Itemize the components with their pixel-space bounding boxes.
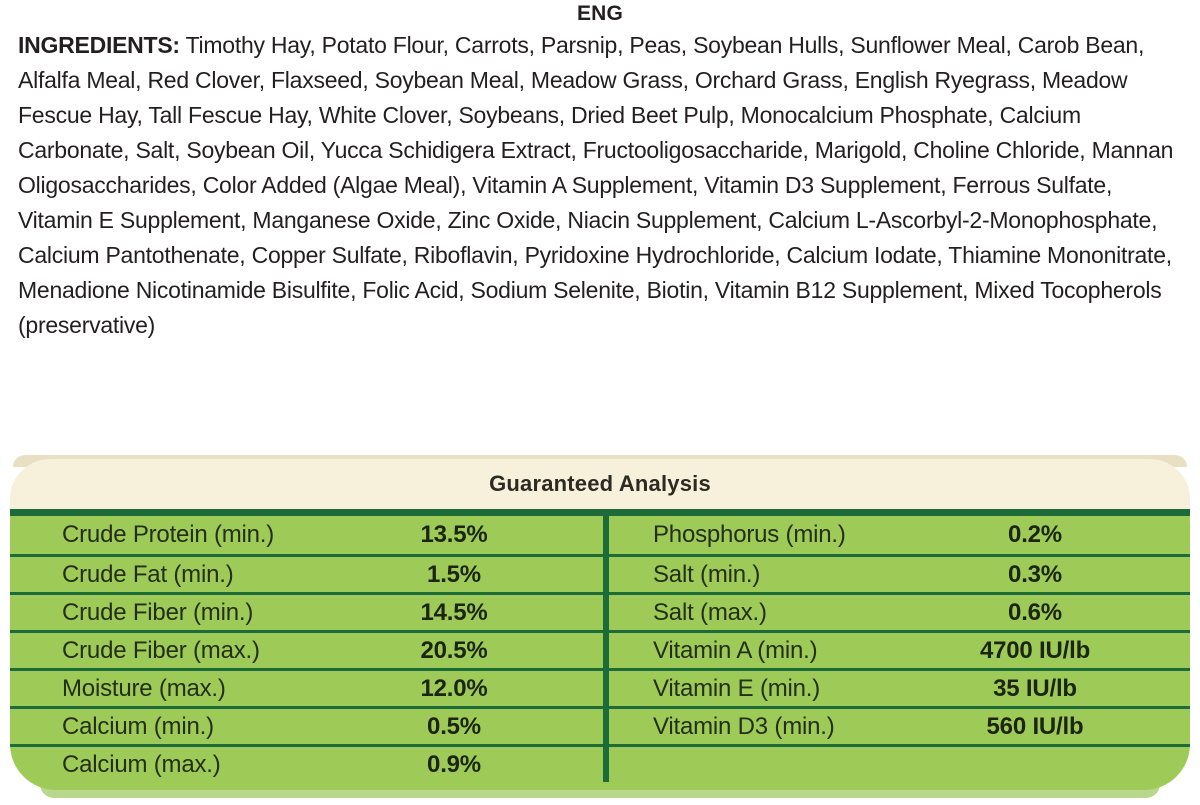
analyte-value: 4700 IU/lb: [979, 636, 1091, 664]
ga-left-column: Crude Protein (min.) 13.5% Crude Fat (min.…: [10, 516, 609, 782]
table-row: Moisture (max.) 12.0%: [10, 668, 603, 706]
analyte-value: 14.5%: [420, 598, 488, 626]
analyte-label: Salt (min.): [653, 560, 761, 588]
table-row: Vitamin A (min.) 4700 IU/lb: [609, 630, 1190, 668]
table-row: Vitamin D3 (min.) 560 IU/lb: [609, 706, 1190, 744]
guaranteed-analysis-card: Guaranteed Analysis Crude Protein (min.)…: [10, 455, 1190, 798]
table-row: Salt (min.) 0.3%: [609, 554, 1190, 592]
table-row: Calcium (max.) 0.9%: [10, 744, 603, 782]
ingredients-label: INGREDIENTS:: [18, 32, 180, 58]
analyte-label: Calcium (min.): [62, 712, 214, 740]
analyte-value: 20.5%: [420, 636, 488, 664]
table-row: Crude Fiber (max.) 20.5%: [10, 630, 603, 668]
table-row: Calcium (min.) 0.5%: [10, 706, 603, 744]
analyte-value: 560 IU/lb: [986, 712, 1084, 740]
card-title: Guaranteed Analysis: [489, 471, 711, 496]
table-row: Crude Protein (min.) 13.5%: [10, 516, 603, 554]
header-divider-bar: [10, 509, 1190, 516]
table-row: Salt (max.) 0.6%: [609, 592, 1190, 630]
analyte-label: Vitamin D3 (min.): [653, 712, 835, 740]
analyte-label: Crude Fiber (min.): [62, 598, 254, 626]
analyte-label: Crude Fiber (max.): [62, 636, 260, 664]
analyte-label: Salt (max.): [653, 598, 767, 626]
analyte-label: Crude Fat (min.): [62, 560, 234, 588]
analyte-label: Vitamin E (min.): [653, 674, 821, 702]
analyte-value: 0.2%: [1008, 521, 1062, 548]
analyte-value: 0.5%: [427, 712, 481, 740]
analyte-value: 0.9%: [427, 750, 481, 778]
ingredients-paragraph: INGREDIENTS: Timothy Hay, Potato Flour, …: [18, 28, 1188, 343]
analyte-value: 12.0%: [420, 674, 488, 702]
analysis-table: Crude Protein (min.) 13.5% Crude Fat (min.…: [10, 516, 1190, 790]
analyte-value: 13.5%: [420, 521, 488, 548]
ga-right-column: Phosphorus (min.) 0.2% Salt (min.) 0.3% Salt…: [609, 516, 1190, 782]
ingredients-text: Timothy Hay, Potato Flour, Carrots, Pars…: [18, 32, 1174, 338]
analyte-value: 0.6%: [1008, 598, 1062, 626]
analyte-value: 0.3%: [1008, 560, 1062, 588]
language-label: ENG: [576, 2, 624, 25]
table-row: Crude Fiber (min.) 14.5%: [10, 592, 603, 630]
analyte-label: Vitamin A (min.): [653, 636, 818, 664]
analyte-label: Calcium (max.): [62, 750, 221, 778]
analyte-label: Moisture (max.): [62, 674, 226, 702]
table-row: Phosphorus (min.) 0.2%: [609, 516, 1190, 554]
analyte-label: Crude Protein (min.): [62, 521, 275, 548]
empty-table-cell: [609, 744, 1190, 782]
analyte-value: 1.5%: [427, 560, 481, 588]
analyte-label: Phosphorus (min.): [653, 521, 846, 548]
analyte-value: 35 IU/lb: [993, 674, 1077, 702]
card-header: Guaranteed Analysis: [10, 459, 1190, 509]
table-row: Vitamin E (min.) 35 IU/lb: [609, 668, 1190, 706]
table-row: Crude Fat (min.) 1.5%: [10, 554, 603, 592]
